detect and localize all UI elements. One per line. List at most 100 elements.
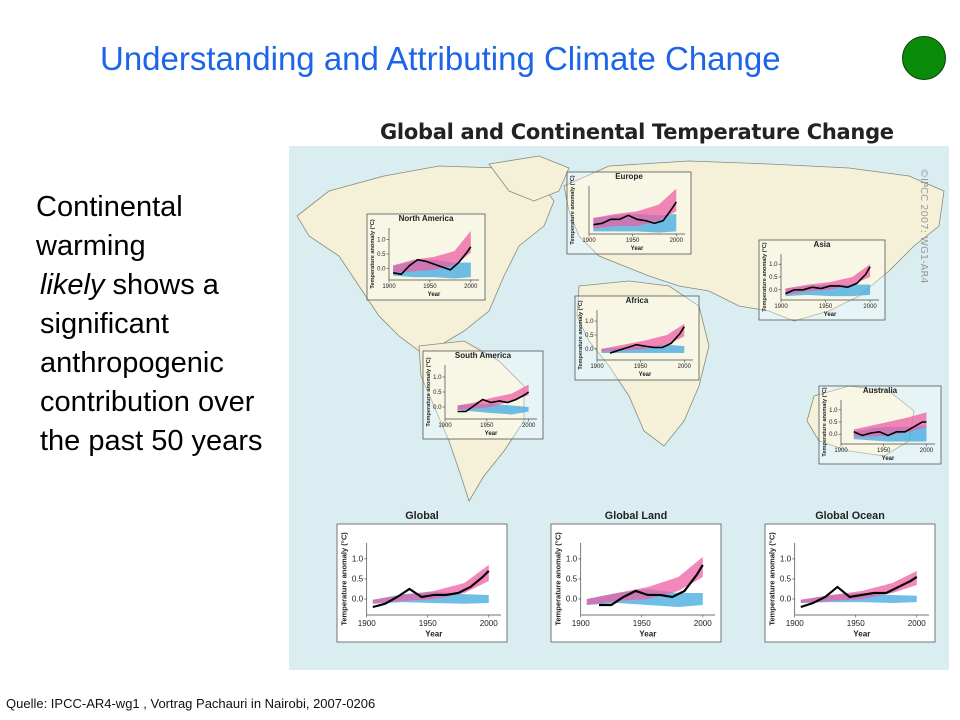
x-tick-label: 1900	[786, 619, 805, 628]
bullet-line-2: likely shows a significant anthropogenic…	[36, 266, 286, 461]
status-indicator-icon	[902, 36, 946, 80]
x-tick-label: 1950	[634, 364, 648, 370]
x-tick-label: 2000	[863, 304, 877, 310]
x-tick-label: 2000	[480, 619, 499, 628]
anthropogenic-forcing-band	[601, 323, 685, 352]
y-tick-label: 0.0	[769, 288, 778, 294]
x-tick-label: 2000	[464, 284, 478, 290]
y-tick-label: 0.0	[780, 595, 792, 604]
y-tick-label: 1.0	[352, 555, 364, 564]
observed-temperature-line	[593, 201, 677, 226]
slide-title: Understanding and Attributing Climate Ch…	[100, 40, 781, 77]
inset-title: Global Land	[605, 510, 667, 522]
x-axis-label: Year	[425, 630, 443, 639]
y-tick-label: 1.0	[769, 262, 778, 268]
inset-frame	[550, 523, 722, 643]
x-tick-label: 1950	[877, 448, 891, 454]
x-tick-label: 1950	[847, 619, 866, 628]
inset-title: South America	[455, 351, 512, 360]
observed-temperature-line	[457, 391, 530, 413]
observed-temperature-line	[609, 326, 685, 354]
inset-title: Global	[405, 510, 439, 522]
x-tick-label: 1900	[590, 364, 604, 370]
y-axis-label: Temperature anomaly (°C)	[570, 175, 576, 244]
x-axis-label: Year	[428, 292, 441, 298]
y-axis-label: Temperature anomaly (°C)	[767, 532, 776, 626]
observed-temperature-line	[599, 564, 704, 607]
inset-south-america: South America 1900 1950 2000 0.0 0.5 1.0 Year Te…	[422, 350, 544, 440]
y-tick-label: 1.0	[433, 375, 442, 381]
temperature-map-figure: North America 1900 1950 2000 0.0 0.5 1.0 Year Te…	[289, 146, 949, 670]
inset-title: Europe	[615, 172, 643, 181]
observed-temperature-line	[372, 570, 490, 609]
y-tick-label: 0.5	[377, 252, 386, 258]
ipcc-watermark: ©IPCC 2007: WG1-AR4	[918, 168, 929, 284]
x-tick-label: 1950	[480, 423, 494, 429]
anthropogenic-forcing-band	[586, 556, 703, 605]
x-tick-label: 2000	[920, 448, 934, 454]
x-tick-label: 1900	[774, 304, 788, 310]
inset-australia: Australia 1900 1950 2000 0.0 0.5 1.0 Year Temper…	[818, 385, 942, 465]
inset-frame	[758, 239, 886, 321]
x-tick-label: 1900	[572, 619, 591, 628]
y-tick-label: 0.0	[377, 266, 386, 272]
x-axis-label: Year	[639, 372, 652, 378]
y-axis-label: Temperature anomaly (°C)	[426, 357, 432, 426]
figure-title: Global and Continental Temperature Chang…	[380, 120, 894, 144]
inset-europe: Europe 1900 1950 2000 Year Temperature anomal…	[566, 171, 692, 255]
x-tick-label: 2000	[670, 238, 684, 244]
bullet-emphasis: likely	[40, 269, 105, 301]
x-tick-label: 1950	[819, 304, 833, 310]
y-tick-label: 0.5	[829, 420, 838, 426]
x-tick-label: 1950	[419, 619, 438, 628]
y-tick-label: 0.0	[585, 347, 594, 353]
y-tick-label: 0.5	[769, 275, 778, 281]
y-tick-label: 0.5	[433, 390, 442, 396]
anthropogenic-forcing-band	[393, 230, 471, 273]
x-axis-label: Year	[853, 630, 871, 639]
y-axis-label: Temperature anomaly (°C)	[370, 219, 376, 288]
x-tick-label: 1900	[582, 238, 596, 244]
x-tick-label: 1900	[358, 619, 377, 628]
x-axis-label: Year	[824, 312, 837, 318]
bullet-text: Continental warming likely shows a signi…	[36, 188, 286, 461]
x-tick-label: 2000	[694, 619, 713, 628]
y-tick-label: 1.0	[566, 555, 578, 564]
insets-layer: North America 1900 1950 2000 0.0 0.5 1.0 Year Te…	[336, 171, 942, 643]
y-tick-label: 0.5	[566, 575, 578, 584]
inset-title: Global Ocean	[815, 510, 885, 522]
x-tick-label: 1950	[633, 619, 652, 628]
inset-title: Africa	[626, 296, 649, 305]
inset-global-land: Global Land 1900 1950 2000 0.0 0.5 1.0 Year Temp…	[550, 510, 722, 643]
x-axis-label: Year	[485, 431, 498, 437]
y-tick-label: 0.0	[566, 595, 578, 604]
inset-north-america: North America 1900 1950 2000 0.0 0.5 1.0 Year Te…	[366, 213, 486, 301]
inset-asia: Asia 1900 1950 2000 0.0 0.5 1.0 Year Temperature…	[758, 239, 886, 321]
africa-landmass	[576, 280, 710, 447]
x-tick-label: 2000	[908, 619, 927, 628]
y-axis-label: Temperature anomaly (°C)	[578, 300, 584, 369]
y-tick-label: 0.5	[352, 575, 364, 584]
inset-title: Australia	[863, 386, 898, 395]
inset-title: North America	[399, 214, 454, 223]
y-tick-label: 1.0	[377, 238, 386, 244]
y-axis-label: Temperature anomaly (°C)	[762, 242, 768, 311]
y-axis-label: Temperature anomaly (°C)	[339, 532, 348, 626]
source-citation: Quelle: IPCC-AR4-wg1 , Vortrag Pachauri …	[6, 696, 376, 711]
inset-global: Global 1900 1950 2000 0.0 0.5 1.0 Year Temperatu…	[336, 510, 508, 643]
y-tick-label: 1.0	[780, 555, 792, 564]
greenland-landmass	[488, 155, 570, 202]
x-tick-label: 1950	[626, 238, 640, 244]
x-axis-label: Year	[639, 630, 657, 639]
x-axis-label: Year	[882, 456, 895, 462]
y-tick-label: 0.0	[829, 432, 838, 438]
x-tick-label: 1900	[382, 284, 396, 290]
bullet-line-1: Continental warming	[36, 191, 183, 262]
x-axis-label: Year	[631, 246, 644, 252]
y-tick-label: 1.0	[829, 408, 838, 414]
observed-temperature-line	[392, 246, 472, 276]
y-tick-label: 0.5	[585, 333, 594, 339]
x-tick-label: 2000	[522, 423, 536, 429]
observed-temperature-line	[800, 576, 918, 609]
x-tick-label: 2000	[678, 364, 692, 370]
